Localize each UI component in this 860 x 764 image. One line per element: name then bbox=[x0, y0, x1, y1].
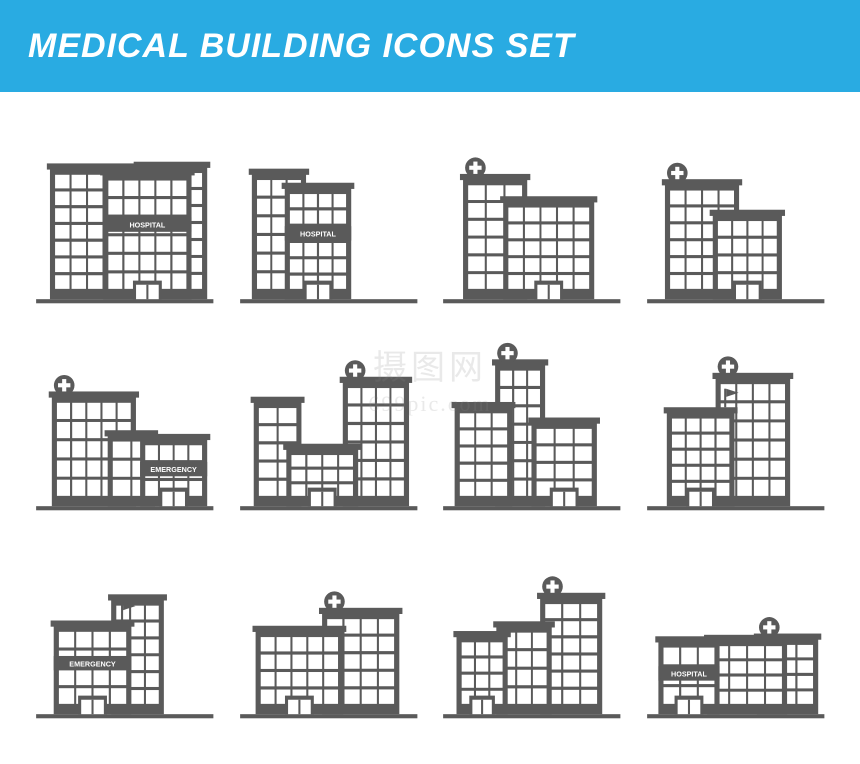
hospital-building-8-icon bbox=[236, 535, 422, 724]
hospital-building-2: HOSPITAL bbox=[236, 120, 422, 309]
hospital-building-4-icon bbox=[643, 120, 829, 309]
emergency-building-2-icon: EMERGENCY bbox=[32, 535, 218, 724]
hospital-building-9 bbox=[439, 535, 625, 724]
hospital-building-3-icon bbox=[439, 120, 625, 309]
hospital-building-3 bbox=[439, 120, 625, 309]
svg-text:EMERGENCY: EMERGENCY bbox=[69, 659, 116, 668]
svg-text:HOSPITAL: HOSPITAL bbox=[300, 229, 336, 238]
hospital-building-1-icon: HOSPITAL bbox=[32, 120, 218, 309]
hospital-building-10-icon: HOSPITAL bbox=[643, 535, 829, 724]
hospital-building-6-icon bbox=[439, 327, 625, 516]
emergency-building-2: EMERGENCY bbox=[32, 535, 218, 724]
title-banner: MEDICAL BUILDING ICONS SET bbox=[0, 0, 860, 92]
hospital-building-1: HOSPITAL bbox=[32, 120, 218, 309]
svg-text:HOSPITAL: HOSPITAL bbox=[129, 221, 165, 230]
hospital-building-6 bbox=[439, 327, 625, 516]
hospital-building-7 bbox=[643, 327, 829, 516]
hospital-building-5 bbox=[236, 327, 422, 516]
emergency-building-1: EMERGENCY bbox=[32, 327, 218, 516]
icon-grid: HOSPITAL HOSPITAL EMERGENCY EMERGENCY HOSPIT… bbox=[0, 92, 860, 764]
hospital-building-10: HOSPITAL bbox=[643, 535, 829, 724]
svg-text:EMERGENCY: EMERGENCY bbox=[150, 465, 197, 474]
hospital-building-5-icon bbox=[236, 327, 422, 516]
svg-text:HOSPITAL: HOSPITAL bbox=[671, 669, 707, 678]
page-title: MEDICAL BUILDING ICONS SET bbox=[28, 27, 575, 66]
hospital-building-9-icon bbox=[439, 535, 625, 724]
hospital-building-8 bbox=[236, 535, 422, 724]
hospital-building-4 bbox=[643, 120, 829, 309]
emergency-building-1-icon: EMERGENCY bbox=[32, 327, 218, 516]
hospital-building-2-icon: HOSPITAL bbox=[236, 120, 422, 309]
hospital-building-7-icon bbox=[643, 327, 829, 516]
